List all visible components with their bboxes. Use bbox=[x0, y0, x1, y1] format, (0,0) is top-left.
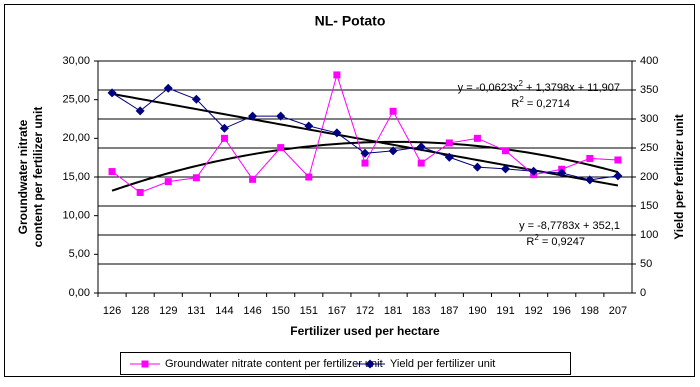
x-tick-label: 128 bbox=[131, 305, 149, 317]
trendline-annotation: R2 = 0,9247 bbox=[526, 233, 585, 248]
trendline-annotation: R2 = 0,2714 bbox=[511, 95, 570, 110]
marker bbox=[163, 83, 173, 93]
marker bbox=[502, 147, 510, 155]
trendline bbox=[111, 140, 619, 192]
marker bbox=[249, 175, 257, 183]
annotation-part: + 1,3798x + 11,907 bbox=[523, 82, 620, 94]
x-tick-label: 126 bbox=[103, 305, 121, 317]
marker bbox=[136, 188, 144, 196]
x-tick-label: 190 bbox=[468, 305, 486, 317]
annotation-part: R bbox=[511, 98, 519, 110]
x-tick-label: 181 bbox=[384, 305, 402, 317]
y2-tick-label: 200 bbox=[640, 171, 658, 183]
legend bbox=[120, 352, 571, 375]
marker bbox=[365, 359, 375, 369]
legend-label: Groundwater nitrate content per fertiliz… bbox=[165, 358, 383, 370]
marker bbox=[135, 106, 145, 116]
marker bbox=[220, 134, 228, 142]
y2-axis-title: Yield per fertilizer unit bbox=[672, 114, 686, 240]
y2-tick-label: 150 bbox=[640, 200, 658, 212]
annotation-part: = 0,2714 bbox=[524, 98, 570, 110]
marker bbox=[108, 168, 116, 176]
marker bbox=[501, 164, 511, 174]
annotation-part: y = -8,7783x + 352,1 bbox=[519, 220, 620, 232]
trendline-annotation: y = -0,0623x2 + 1,3798x + 11,907 bbox=[458, 79, 620, 94]
marker bbox=[529, 166, 539, 176]
marker bbox=[107, 88, 117, 98]
marker bbox=[585, 175, 595, 185]
y-axis-title: Groundwater nitrate content per fertiliz… bbox=[16, 107, 45, 248]
y2-tick-label: 0 bbox=[640, 287, 646, 299]
annotation-part: = 0,9247 bbox=[539, 236, 585, 248]
x-tick-label: 151 bbox=[300, 305, 318, 317]
marker bbox=[141, 360, 149, 368]
y-tick-label: 30,00 bbox=[62, 55, 90, 67]
x-tick-label: 131 bbox=[187, 305, 205, 317]
marker bbox=[304, 121, 314, 131]
y-axis-title-line: Groundwater nitrate bbox=[16, 119, 30, 234]
x-tick-label: 167 bbox=[328, 305, 346, 317]
marker bbox=[613, 171, 623, 181]
x-tick-label: 187 bbox=[440, 305, 458, 317]
x-tick-label: 146 bbox=[243, 305, 261, 317]
superscript: 2 bbox=[519, 95, 524, 104]
x-tick-label: 198 bbox=[581, 305, 599, 317]
marker bbox=[614, 156, 622, 164]
marker bbox=[360, 148, 370, 158]
marker bbox=[276, 111, 286, 121]
y-tick-label: 0,00 bbox=[69, 287, 90, 299]
y-tick-label: 20,00 bbox=[62, 132, 90, 144]
marker bbox=[445, 139, 453, 147]
marker bbox=[473, 134, 481, 142]
y2-tick-label: 250 bbox=[640, 142, 658, 154]
trendline-annotation: y = -8,7783x + 352,1 bbox=[519, 220, 620, 232]
y2-tick-label: 50 bbox=[640, 258, 652, 270]
marker bbox=[389, 107, 397, 115]
x-tick-label: 207 bbox=[609, 305, 627, 317]
y2-tick-label: 300 bbox=[640, 113, 658, 125]
x-tick-label: 144 bbox=[215, 305, 233, 317]
marker bbox=[333, 71, 341, 79]
marker bbox=[472, 162, 482, 172]
y2-tick-label: 400 bbox=[640, 55, 658, 67]
chart-title: NL- Potato bbox=[315, 13, 386, 29]
y2-tick-label: 100 bbox=[640, 229, 658, 241]
marker bbox=[332, 128, 342, 138]
marker bbox=[416, 142, 426, 152]
marker bbox=[361, 159, 369, 167]
marker bbox=[192, 174, 200, 182]
marker bbox=[191, 94, 201, 104]
annotation-part: y = -0,0623x bbox=[458, 82, 519, 94]
y-tick-label: 10,00 bbox=[62, 210, 90, 222]
x-axis-title: Fertilizer used per hectare bbox=[290, 324, 440, 338]
y-tick-label: 25,00 bbox=[62, 94, 90, 106]
marker bbox=[305, 173, 313, 181]
marker bbox=[417, 159, 425, 167]
marker bbox=[164, 178, 172, 186]
y-axis-title-line: content per fertilizer unit bbox=[31, 107, 45, 248]
superscript: 2 bbox=[534, 233, 539, 242]
marker bbox=[444, 152, 454, 162]
marker bbox=[248, 111, 258, 121]
x-tick-label: 150 bbox=[272, 305, 290, 317]
y-tick-label: 5,00 bbox=[69, 248, 90, 260]
marker bbox=[586, 154, 594, 162]
marker bbox=[557, 168, 567, 178]
x-tick-label: 191 bbox=[496, 305, 514, 317]
marker bbox=[388, 146, 398, 156]
x-tick-label: 192 bbox=[524, 305, 542, 317]
x-tick-label: 183 bbox=[412, 305, 430, 317]
legend-label: Yield per fertilizer unit bbox=[390, 358, 495, 370]
x-tick-label: 129 bbox=[159, 305, 177, 317]
marker bbox=[219, 123, 229, 133]
superscript: 2 bbox=[519, 79, 524, 88]
y2-tick-label: 350 bbox=[640, 84, 658, 96]
x-tick-label: 196 bbox=[553, 305, 571, 317]
marker bbox=[277, 144, 285, 152]
annotation-part: R bbox=[526, 236, 534, 248]
y-tick-label: 15,00 bbox=[62, 171, 90, 183]
x-tick-label: 172 bbox=[356, 305, 374, 317]
